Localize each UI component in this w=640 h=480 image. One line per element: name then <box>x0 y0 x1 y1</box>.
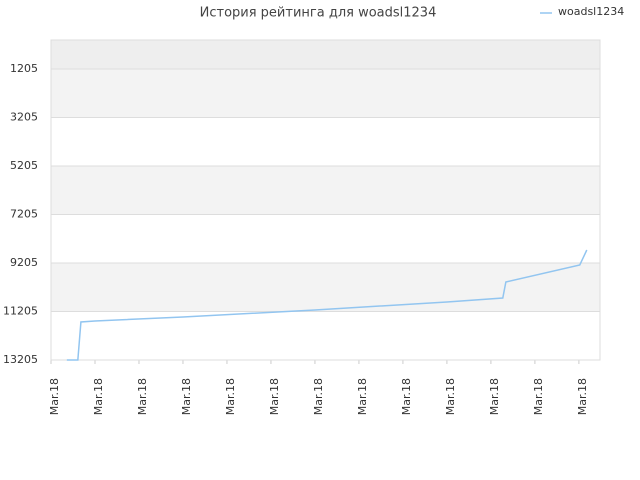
y-tick-label: 3205 <box>10 111 38 124</box>
y-tick-label: 1205 <box>10 62 38 75</box>
x-tick-label: Mar.18 <box>92 378 105 415</box>
x-tick-label: Mar.18 <box>180 378 193 415</box>
legend-label: woadsl1234 <box>558 5 624 18</box>
grid-band <box>51 263 600 312</box>
x-tick-label: Mar.18 <box>268 378 281 415</box>
chart-title: История рейтинга для woadsl1234 <box>200 6 437 21</box>
y-tick-label: 11205 <box>3 305 38 318</box>
grid-band <box>51 117 600 167</box>
x-tick-label: Mar.18 <box>224 378 237 415</box>
line <box>66 249 588 361</box>
x-tick-label: Mar.18 <box>136 378 149 415</box>
y-tick-label: 13205 <box>3 353 38 366</box>
x-tick-label: Mar.18 <box>400 378 413 415</box>
x-tick-label: Mar.18 <box>356 378 369 415</box>
x-tick-label: Mar.18 <box>532 378 545 415</box>
x-tick-label: Mar.18 <box>48 378 61 415</box>
x-tick-label: Mar.18 <box>312 378 325 415</box>
x-tick-label: Mar.18 <box>488 378 501 415</box>
grid-band <box>51 40 600 70</box>
plot-border <box>50 39 601 361</box>
x-tick-label: Mar.18 <box>444 378 457 415</box>
grid-band <box>51 214 600 264</box>
y-tick-label: 9205 <box>10 256 38 269</box>
grid-band <box>51 69 600 118</box>
y-tick-label: 5205 <box>10 159 38 172</box>
grid-band <box>51 166 600 215</box>
y-tick-label: 7205 <box>10 208 38 221</box>
x-tick-label: Mar.18 <box>576 378 589 415</box>
